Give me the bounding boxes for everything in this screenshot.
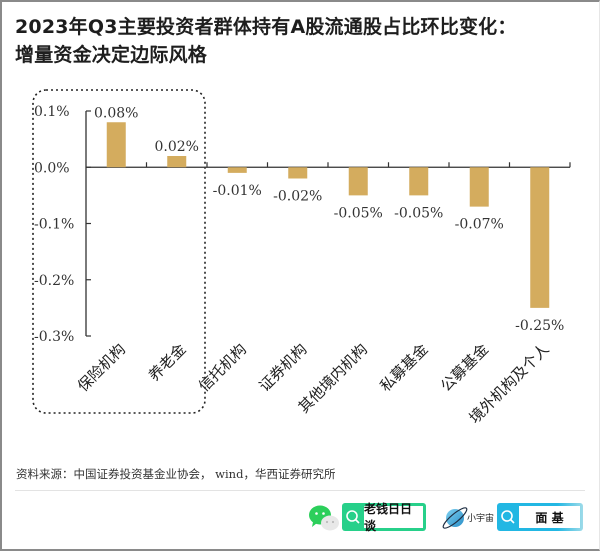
x-axis <box>86 162 571 168</box>
search-icon <box>497 503 519 531</box>
category-label: 信托机构 <box>195 340 250 395</box>
footer-bar: 老钱日日谈 小宇宙 面 基 <box>0 501 600 535</box>
chart-title-line1: 2023年Q3主要投资者群体持有A股流通股占比环比变化： <box>15 16 517 38</box>
data-label: -0.25% <box>515 318 564 334</box>
wechat-search-label: 老钱日日谈 <box>364 502 423 533</box>
y-tick-label: -0.3% <box>34 329 74 345</box>
bar-chart: 0.1% 0.0% -0.1% -0.2% -0.3% 0.08% 0.02% -0.01%… <box>32 89 571 427</box>
bar <box>348 167 368 196</box>
bar <box>409 167 429 196</box>
data-label: -0.07% <box>455 217 504 233</box>
data-label: -0.01% <box>213 183 262 199</box>
chart-title: 2023年Q3主要投资者群体持有A股流通股占比环比变化： 增量资金决定边际风格 <box>15 13 595 69</box>
divider <box>15 490 585 491</box>
category-label: 私募基金 <box>376 340 431 395</box>
chart-title-line2: 增量资金决定边际风格 <box>15 44 208 66</box>
y-tick-label: 0.1% <box>34 104 70 120</box>
y-tick-label: 0.0% <box>34 160 70 176</box>
search-icon <box>342 503 364 531</box>
bar <box>530 167 550 308</box>
bar <box>167 156 187 168</box>
data-label: 0.02% <box>155 139 199 155</box>
y-tick-label: -0.1% <box>34 217 74 233</box>
bar <box>106 122 126 168</box>
xiaoyuzhou-label: 小宇宙 <box>467 514 495 524</box>
data-label: -0.05% <box>334 205 383 221</box>
data-labels: 0.08% 0.02% -0.01% -0.02% -0.05% -0.05% -0.07%… <box>94 105 564 334</box>
data-label: 0.08% <box>94 105 138 121</box>
bar <box>227 167 247 173</box>
data-label: -0.05% <box>394 205 443 221</box>
data-label: -0.02% <box>273 189 322 205</box>
xiaoyuzhou-search-box[interactable]: 面 基 <box>497 503 583 531</box>
source-note: 资料来源：中国证券投资基金业协会， wind，华西证券研究所 <box>16 467 336 481</box>
bars <box>106 122 550 308</box>
xiaoyuzhou-search-label: 面 基 <box>519 506 580 528</box>
planet-icon <box>442 507 468 529</box>
category-label: 保险机构 <box>74 340 129 395</box>
category-label: 公募基金 <box>437 340 492 395</box>
category-label: 养老金 <box>145 340 190 385</box>
y-tick-label: -0.2% <box>34 273 74 289</box>
bar <box>469 167 489 207</box>
y-axis: 0.1% 0.0% -0.1% -0.2% -0.3% <box>34 104 91 345</box>
wechat-search-box[interactable]: 老钱日日谈 <box>342 502 426 533</box>
bar <box>288 167 308 179</box>
wechat-icon[interactable] <box>308 503 340 533</box>
category-label: 证券机构 <box>255 340 310 395</box>
highlight-dotted-box <box>32 89 206 414</box>
